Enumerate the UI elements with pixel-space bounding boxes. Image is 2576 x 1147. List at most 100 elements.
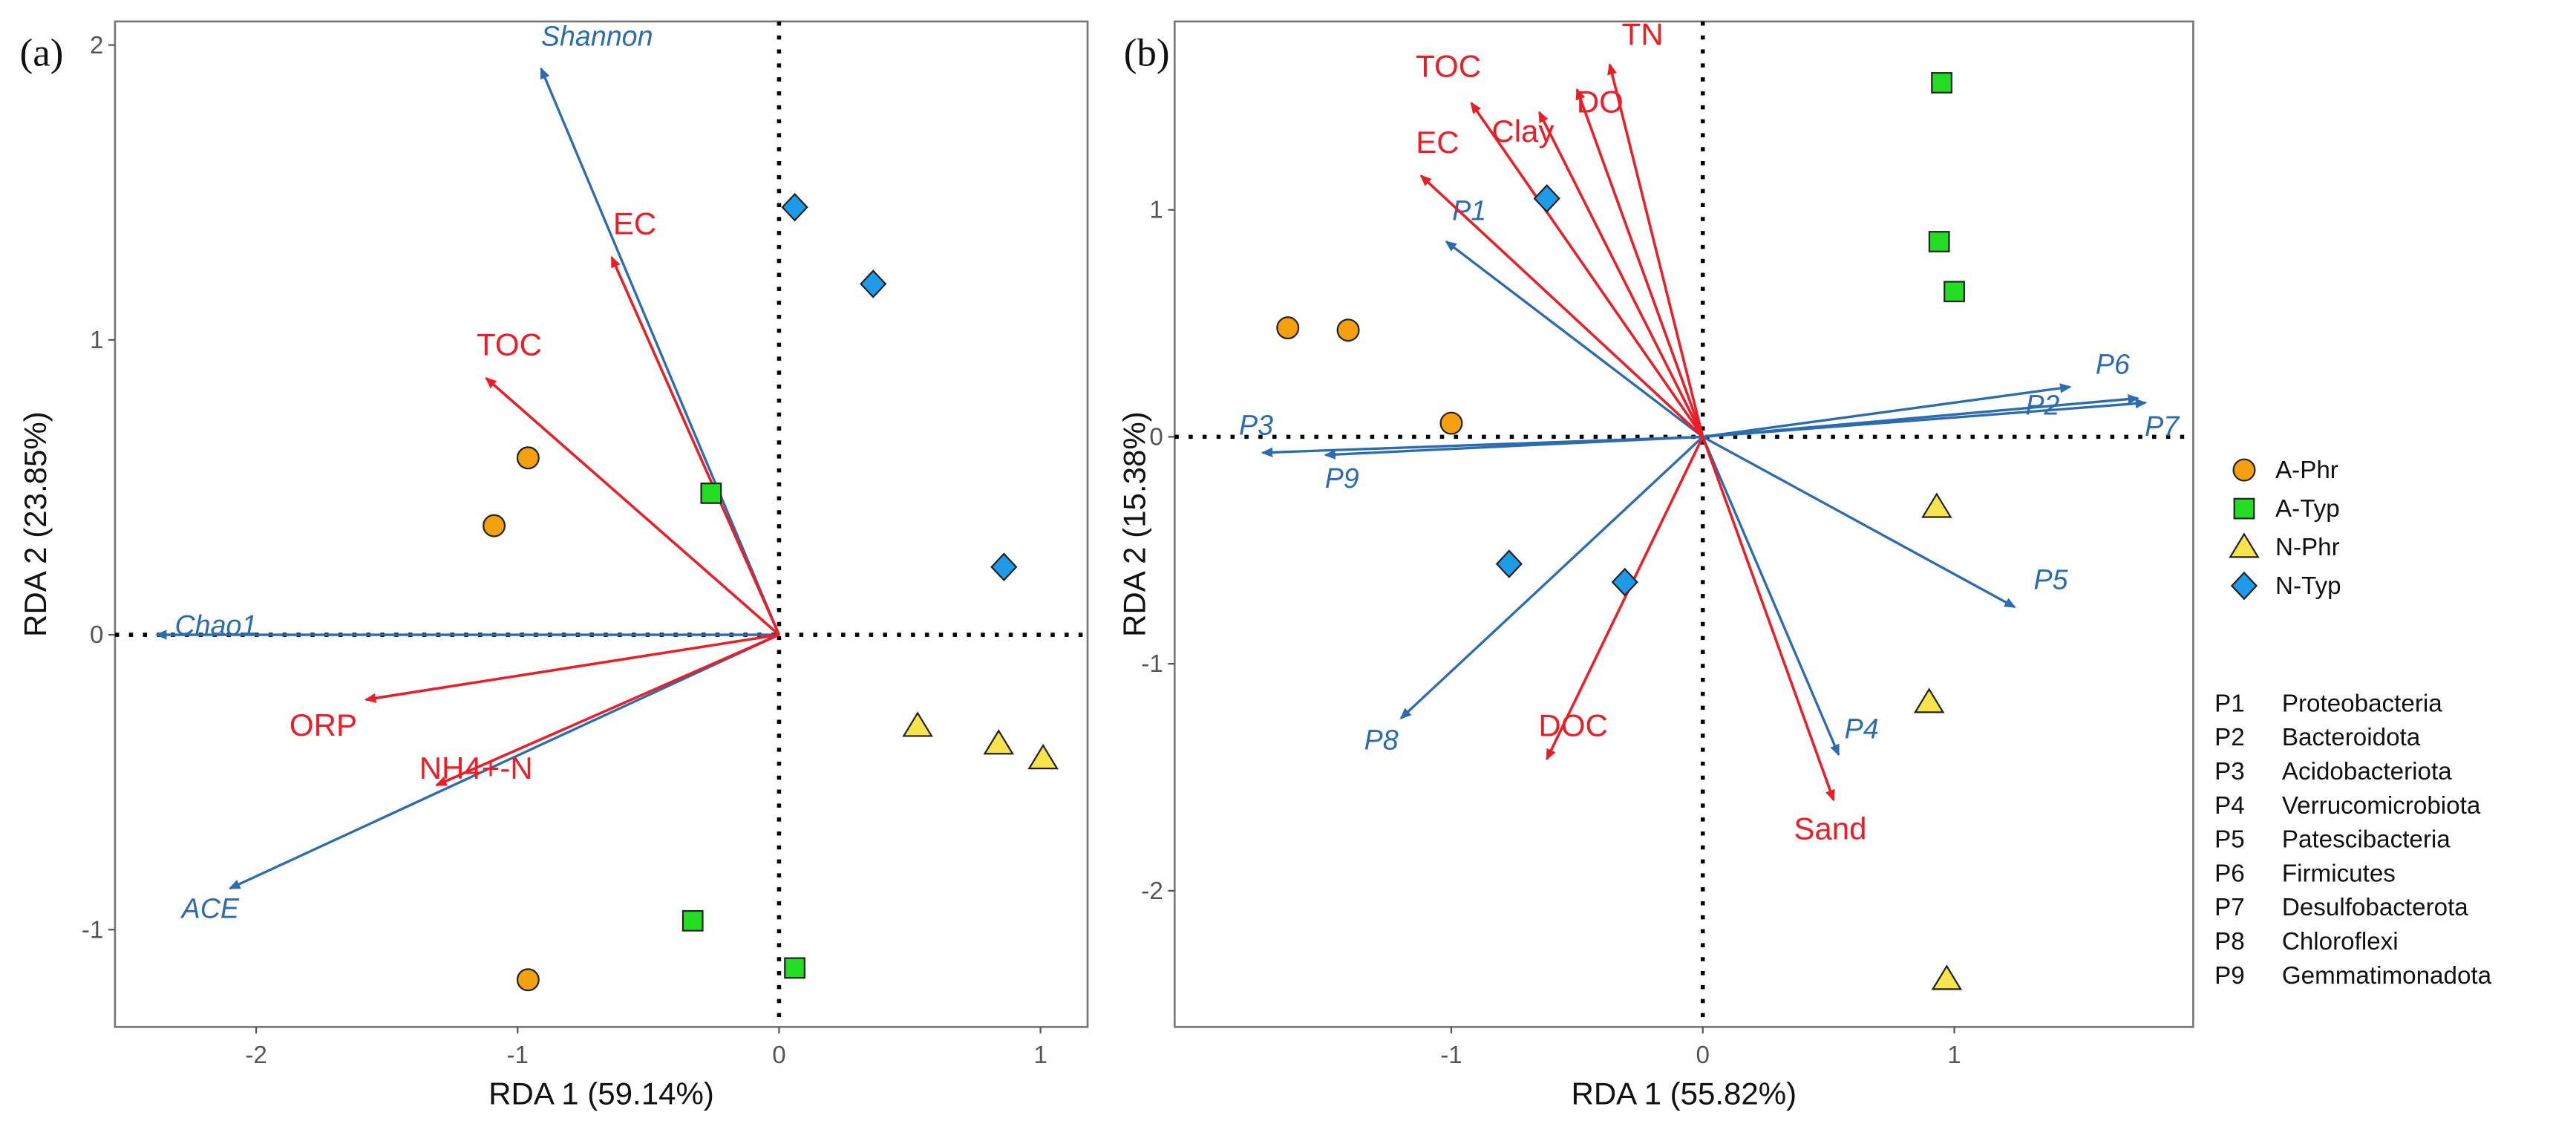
legend-label: N-Phr — [2275, 534, 2340, 561]
env-arrow-label: TN — [1622, 16, 1664, 51]
sample-point-n-typ — [1611, 567, 1638, 597]
env-arrow-label: TOC — [477, 327, 542, 362]
sample-point-a-phr — [516, 968, 540, 992]
env-arrow-label: ORP — [290, 708, 357, 742]
phylum-name: Gemmatimonadota — [2282, 962, 2492, 990]
sample-point-a-typ — [700, 483, 722, 504]
legend: A-Phr A-Typ N-Phr N-Typ P1 Proteobacteria P2 Ba… — [2214, 457, 2491, 990]
y-tick-label: -1 — [1141, 650, 1163, 678]
phylum-name: Acidobacteriota — [2282, 758, 2452, 785]
phylum-name: Verrucomicrobiota — [2282, 792, 2481, 820]
legend-symbol-a-phr — [2232, 458, 2256, 482]
legend-symbol-n-phr — [2229, 532, 2260, 558]
env-arrow-label: TOC — [1416, 49, 1481, 84]
legend-label: N-Typ — [2275, 572, 2341, 600]
species-arrow-p6 — [1702, 383, 2072, 439]
y-tick-label: 1 — [1149, 197, 1163, 224]
env-arrow-clay — [1537, 111, 1704, 438]
env-arrow-label: DO — [1577, 85, 1624, 120]
x-tick-label: -1 — [507, 1042, 529, 1069]
y-tick-label: 0 — [1149, 423, 1163, 451]
plot-frame — [114, 20, 1089, 1028]
phylum-name: Bacteroidota — [2282, 724, 2421, 751]
sample-point-a-phr — [1336, 318, 1360, 342]
env-arrow-do — [1575, 88, 1704, 438]
sample-point-a-typ — [784, 957, 805, 979]
plot-frame — [1173, 20, 2194, 1028]
x-tick-label: -2 — [245, 1042, 267, 1069]
y-tick-label: -2 — [1141, 878, 1163, 905]
x-tick-label: 1 — [1947, 1042, 1961, 1069]
species-arrow-label: P7 — [2145, 411, 2180, 442]
y-axis-title: RDA 2 (15.38%) — [1117, 411, 1151, 637]
panel-a: (a) -2 -1 0 1 -1 0 1 2 RDA 1 (59.14%) RDA 2 (23.8… — [18, 20, 1089, 1111]
species-arrow-p4 — [1701, 436, 1840, 757]
sample-point-n-typ — [781, 192, 808, 222]
env-arrow-label: Sand — [1794, 811, 1866, 846]
x-tick-label: 0 — [772, 1042, 785, 1069]
species-arrow-label: P3 — [1239, 409, 1273, 440]
sample-point-a-typ — [1944, 281, 1965, 303]
sample-point-n-phr — [1931, 964, 1963, 990]
env-arrow-label: EC — [1416, 125, 1459, 160]
sample-point-n-phr — [1913, 687, 1945, 713]
legend-symbol-n-typ — [2230, 571, 2258, 601]
panel-b: (b) -1 0 1 -2 -1 0 1 RDA 1 (55.82%) RDA 2 (15.38… — [1117, 16, 2194, 1111]
species-arrow-p8 — [1399, 436, 1704, 720]
env-arrow-sand — [1701, 436, 1835, 802]
x-tick-label: 0 — [1696, 1042, 1710, 1069]
env-arrow-toc — [485, 377, 780, 636]
panel-a-tag: (a) — [20, 32, 64, 75]
sample-point-a-typ — [681, 909, 704, 932]
x-tick-label: 1 — [1033, 1042, 1047, 1069]
phylum-code: P4 — [2214, 792, 2245, 820]
phylum-name: Proteobacteria — [2282, 690, 2442, 717]
env-arrow-doc — [1546, 436, 1704, 761]
legend-symbol-a-typ — [2233, 497, 2255, 520]
species-arrow-p1 — [1445, 241, 1704, 438]
y-tick-label: 1 — [90, 327, 103, 354]
phylum-code: P2 — [2214, 724, 2245, 751]
x-axis-title: RDA 1 (55.82%) — [1571, 1076, 1797, 1111]
species-arrow-label: P4 — [1845, 713, 1879, 744]
env-arrow-orp — [364, 633, 779, 703]
env-arrow-label: EC — [613, 206, 656, 241]
y-tick-label: 0 — [90, 621, 103, 649]
phylum-name: Chloroflexi — [2282, 928, 2399, 955]
species-arrow-ace — [228, 633, 780, 890]
sample-point-a-typ — [1928, 231, 1950, 252]
env-arrow-tn — [1607, 62, 1704, 437]
env-arrow-label: DOC — [1538, 708, 1607, 743]
sample-point-a-phr — [1439, 411, 1463, 435]
sample-point-n-phr — [1921, 492, 1952, 518]
species-arrow-p7 — [1702, 398, 2148, 439]
sample-point-n-typ — [990, 552, 1018, 582]
env-arrow-ec — [610, 255, 781, 635]
x-tick-label: -1 — [1440, 1042, 1462, 1069]
species-arrow-p9 — [1324, 435, 1703, 460]
sample-point-a-phr — [516, 446, 540, 470]
species-arrow-label: Shannon — [541, 20, 653, 51]
species-arrow-label: P9 — [1325, 463, 1359, 494]
phylum-code: P1 — [2214, 690, 2245, 717]
sample-point-n-phr — [1027, 744, 1059, 770]
phylum-code: P5 — [2214, 826, 2245, 854]
env-arrow-label: Clay — [1491, 114, 1554, 148]
species-arrow-label: ACE — [180, 892, 240, 924]
sample-point-a-phr — [483, 514, 506, 537]
phylum-name: Firmicutes — [2282, 860, 2396, 887]
env-arrow-toc — [1470, 102, 1704, 438]
sample-point-a-typ — [1931, 72, 1952, 94]
species-arrow-shannon — [540, 67, 780, 635]
species-arrow-label: P8 — [1364, 725, 1399, 756]
phylum-code: P7 — [2214, 894, 2245, 921]
env-arrow-label: NH4+-N — [419, 751, 533, 785]
sample-point-n-phr — [983, 729, 1015, 755]
phylum-code: P9 — [2214, 962, 2245, 990]
species-arrow-label: Chao1 — [175, 610, 258, 641]
phylum-code: P6 — [2214, 860, 2245, 887]
sample-point-n-typ — [1533, 184, 1560, 213]
y-axis-title: RDA 2 (23.85%) — [18, 411, 53, 637]
legend-label: A-Phr — [2275, 457, 2338, 484]
sample-point-n-typ — [860, 269, 887, 298]
